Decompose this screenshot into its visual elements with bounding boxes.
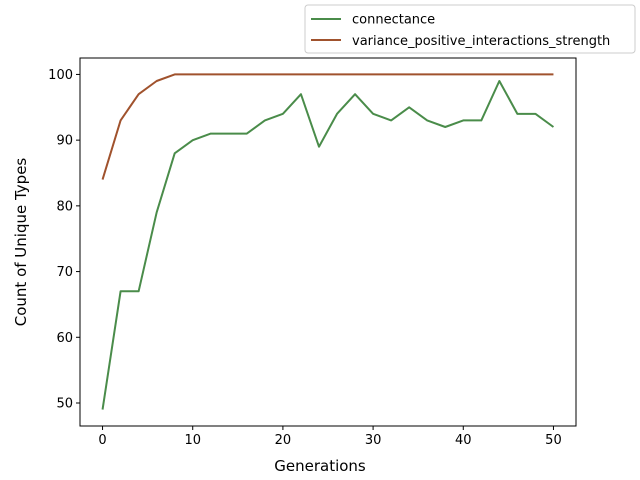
- y-tick-label: 70: [56, 265, 73, 280]
- x-tick-label: 20: [275, 433, 292, 448]
- series-line-1: [101, 73, 554, 180]
- x-tick-label: 10: [184, 433, 201, 448]
- y-tick-label: 50: [56, 397, 73, 412]
- legend-label-connectance: connectance: [352, 13, 435, 28]
- x-axis-label: Generations: [274, 457, 366, 475]
- x-tick-label: 50: [545, 433, 562, 448]
- x-tick-label: 40: [455, 433, 472, 448]
- y-tick-label: 90: [56, 134, 73, 149]
- series-line-0: [101, 80, 555, 410]
- plot-area: [101, 73, 555, 410]
- legend-box: [304, 4, 636, 54]
- y-tick-label: 80: [56, 199, 73, 214]
- legend: connectance variance_positive_interactio…: [304, 4, 636, 54]
- legend-label-variance: variance_positive_interactions_strength: [352, 34, 610, 49]
- y-axis-ticks: 50 60 70 80 90 100: [48, 68, 80, 412]
- x-axis-ticks: 0 10 20 30 40 50: [98, 426, 562, 448]
- y-axis-label: Count of Unique Types: [12, 158, 30, 327]
- x-tick-label: 30: [365, 433, 382, 448]
- y-tick-label: 60: [56, 331, 73, 346]
- axes-frame: [79, 57, 577, 427]
- x-tick-label: 0: [98, 433, 106, 448]
- y-tick-label: 100: [48, 68, 73, 83]
